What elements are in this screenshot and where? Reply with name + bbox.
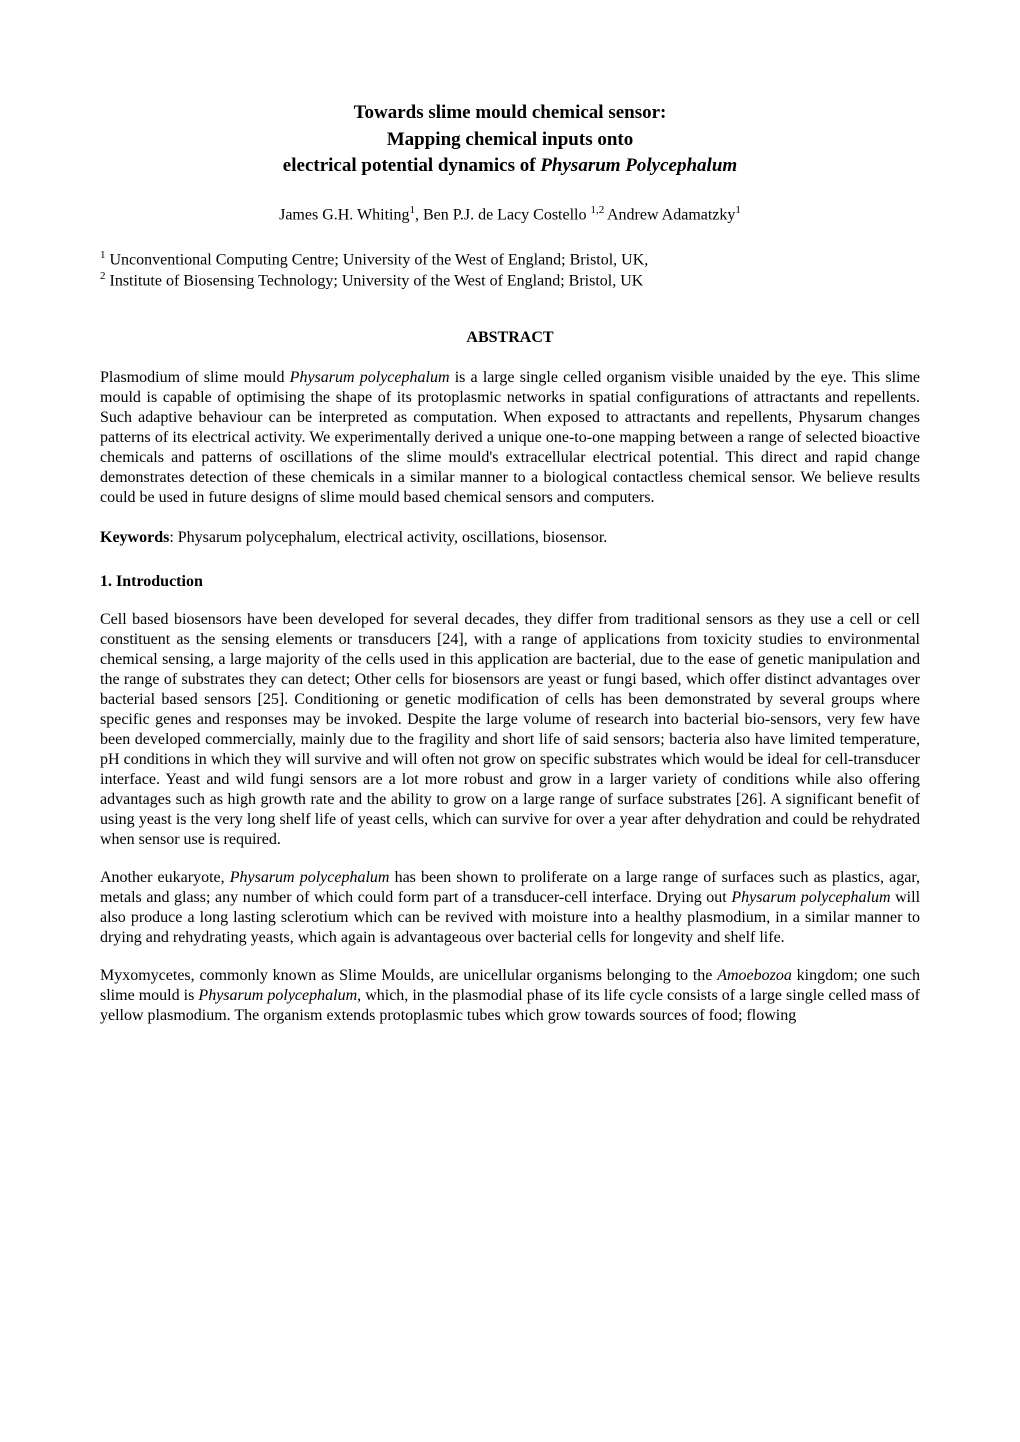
title-line-3: electrical potential dynamics of Physaru…	[100, 153, 920, 180]
affiliation-1-text: Unconventional Computing Centre; Univers…	[106, 251, 649, 268]
abstract-italic-1: Physarum polycephalum	[290, 369, 450, 386]
intro-paragraph-2: Another eukaryote, Physarum polycephalum…	[100, 868, 920, 948]
affiliation-2-text: Institute of Biosensing Technology; Univ…	[106, 273, 644, 290]
abstract-heading: ABSTRACT	[100, 328, 920, 348]
abstract-paragraph: Plasmodium of slime mould Physarum polyc…	[100, 368, 920, 508]
author-1-name: James G.H. Whiting	[279, 206, 409, 223]
section-1-heading: 1. Introduction	[100, 572, 920, 592]
affiliation-2: 2 Institute of Biosensing Technology; Un…	[100, 270, 920, 291]
affiliations: 1 Unconventional Computing Centre; Unive…	[100, 249, 920, 292]
keywords-label: Keywords	[100, 529, 169, 546]
p3-italic-2: Physarum polycephalum	[198, 987, 357, 1004]
p3-text-1: Myxomycetes, commonly known as Slime Mou…	[100, 967, 717, 984]
title-line-3-italic: Physarum Polycephalum	[540, 155, 737, 176]
title-line-1: Towards slime mould chemical sensor:	[100, 100, 920, 127]
title-line-3-prefix: electrical potential dynamics of	[283, 155, 541, 176]
author-sep-1: ,	[415, 206, 423, 223]
keywords-line: Keywords: Physarum polycephalum, electri…	[100, 528, 920, 548]
author-2-sup: 1,2	[591, 204, 608, 216]
p2-italic-1: Physarum polycephalum	[230, 869, 390, 886]
p3-italic-1: Amoebozoa	[717, 967, 792, 984]
p2-italic-2: Physarum polycephalum	[731, 889, 890, 906]
authors-line: James G.H. Whiting 1, Ben P.J. de Lacy Co…	[100, 204, 920, 225]
keywords-text: : Physarum polycephalum, electrical acti…	[169, 529, 607, 546]
p2-text-1: Another eukaryote,	[100, 869, 230, 886]
affiliation-1: 1 Unconventional Computing Centre; Unive…	[100, 249, 920, 270]
author-3-name: Andrew Adamatzky	[607, 206, 735, 223]
paper-title: Towards slime mould chemical sensor: Map…	[100, 100, 920, 180]
abstract-text-before-i1: Plasmodium of slime mould	[100, 369, 290, 386]
title-line-2: Mapping chemical inputs onto	[100, 127, 920, 154]
author-2-name: Ben P.J. de Lacy Costello	[423, 206, 591, 223]
abstract-text-after-i1: is a large single celled organism visibl…	[100, 369, 920, 506]
author-3-sup: 1	[735, 204, 741, 216]
intro-paragraph-3: Myxomycetes, commonly known as Slime Mou…	[100, 966, 920, 1026]
intro-paragraph-1: Cell based biosensors have been develope…	[100, 610, 920, 850]
